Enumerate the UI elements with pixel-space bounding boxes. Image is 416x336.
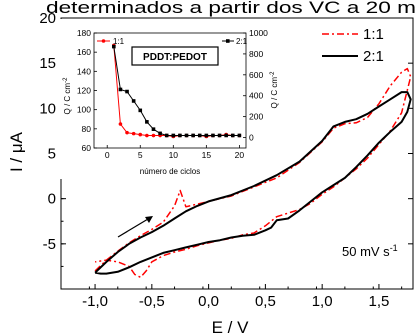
x-tick-label: 0,5: [255, 293, 276, 310]
inset-point-2-1: [224, 133, 228, 138]
inset-point-1-1: [131, 131, 136, 136]
inset-x-tick-label: 5: [138, 150, 143, 160]
inset-point-2-1: [197, 133, 202, 138]
inset-point-2-1: [184, 133, 189, 138]
main-series: [94, 67, 412, 279]
sweep-direction-arrow: [117, 216, 153, 238]
x-tick-label: -0,5: [139, 293, 165, 310]
inset-point-2-1: [211, 133, 215, 138]
inset-y-tick-label-right: 1000: [249, 28, 268, 38]
inset-y-tick-label-right: 600: [249, 70, 263, 80]
arrow-head-icon: [145, 216, 153, 223]
inset-point-2-1: [164, 133, 169, 138]
inset-title: PDDT:PEDOT: [143, 52, 207, 63]
inset-y-tick-label-left: 80: [82, 124, 92, 134]
inset-legend-marker-2-1: [226, 39, 230, 43]
inset-x-tick-label: 15: [202, 150, 212, 160]
inset-point-1-1: [125, 130, 129, 135]
inset-y-tick-label-right: 0: [249, 133, 254, 143]
inset-ticks: 0 5 10 15 20 60 80 100 120 140 160 180 0 200 400 600 800…: [77, 28, 268, 160]
inset-y-axis-title-right: Q / C cm-2: [270, 71, 279, 109]
y-tick-label: 5: [48, 146, 56, 163]
inset-point-2-1: [138, 108, 143, 113]
inset-legend: 1:1 2:1: [97, 37, 248, 46]
x-axis-title: E / V: [212, 318, 250, 336]
inset-point-2-1: [118, 87, 123, 92]
inset-point-2-1: [191, 133, 195, 138]
inset-legend-marker-1-1: [101, 39, 106, 43]
inset-x-tick-label: 10: [169, 150, 179, 160]
inset-y-tick-label-left: 100: [77, 105, 91, 115]
inset-legend-label-2-1: 2:1: [236, 37, 248, 46]
inset-y-tick-label-left: 160: [77, 47, 91, 57]
x-tick-label: 0,0: [198, 293, 219, 310]
inset-point-1-1: [145, 133, 149, 138]
x-tick-label: -1,0: [82, 293, 108, 310]
scan-rate-annotation: 50 mV s-1: [342, 243, 398, 259]
inset-y-tick-label-left: 140: [77, 66, 91, 76]
inset-point-2-1: [217, 133, 222, 138]
inset-x-tick-label: 20: [235, 150, 245, 160]
inset-point-2-1: [230, 133, 235, 138]
main-legend: 1:1 2:1: [322, 26, 384, 65]
legend-label-1-1: 1:1: [363, 26, 384, 43]
inset-point-2-1: [178, 133, 182, 138]
y-tick-label: 10: [39, 100, 56, 117]
inset-title-box: [131, 46, 219, 66]
x-tick-label: 1,0: [312, 293, 333, 310]
series-line-2-1: [94, 91, 412, 275]
inset-point-2-1: [158, 131, 162, 136]
inset-point-2-1: [237, 133, 242, 138]
inset-point-2-1: [112, 44, 116, 49]
inset-point-2-1: [151, 127, 156, 131]
inset-y-tick-label-right: 800: [249, 49, 263, 59]
y-tick-label: 0: [48, 191, 56, 208]
inset-point-1-1: [138, 132, 143, 137]
inset-point-1-1: [118, 122, 123, 126]
y-tick-label: 15: [39, 55, 56, 72]
x-tick-label: 1,5: [369, 293, 390, 310]
inset-y-tick-label-right: 400: [249, 91, 263, 101]
inset-point-2-1: [145, 120, 149, 124]
header-fragment: determinados a partir dos VC a 20 m: [46, 0, 416, 17]
inset-y-tick-label-left: 120: [77, 86, 91, 96]
inset-y-tick-label-right: 200: [249, 112, 263, 122]
y-tick-label: 20: [39, 10, 56, 27]
inset-point-1-1: [151, 133, 156, 138]
y-tick-label: -5: [43, 236, 56, 253]
inset-point-2-1: [171, 133, 176, 138]
inset-point-2-1: [131, 99, 136, 103]
inset-y-tick-label-left: 60: [82, 143, 92, 153]
inset-legend-label-1-1: 1:1: [113, 37, 125, 46]
inset-y-axis-title-left: Q / C cm-2: [63, 77, 72, 115]
inset-x-tick-label: 0: [105, 150, 110, 160]
inset-chart: 0 5 10 15 20 60 80 100 120 140 160 180 0 200 400 600 800…: [60, 19, 279, 179]
main-ticks: -1,0 -0,5 0,0 0,5 1,0 1,5 -5 0 5 10 15 20: [39, 10, 413, 310]
inset-point-2-1: [125, 89, 129, 94]
inset-series: [112, 43, 242, 139]
inset-x-axis-title: número de ciclos: [140, 167, 200, 176]
legend-label-2-1: 2:1: [363, 48, 384, 65]
inset-y-tick-label-left: 180: [77, 28, 91, 38]
y-axis-title: I / μA: [7, 131, 26, 172]
inset-point-2-1: [204, 133, 209, 138]
